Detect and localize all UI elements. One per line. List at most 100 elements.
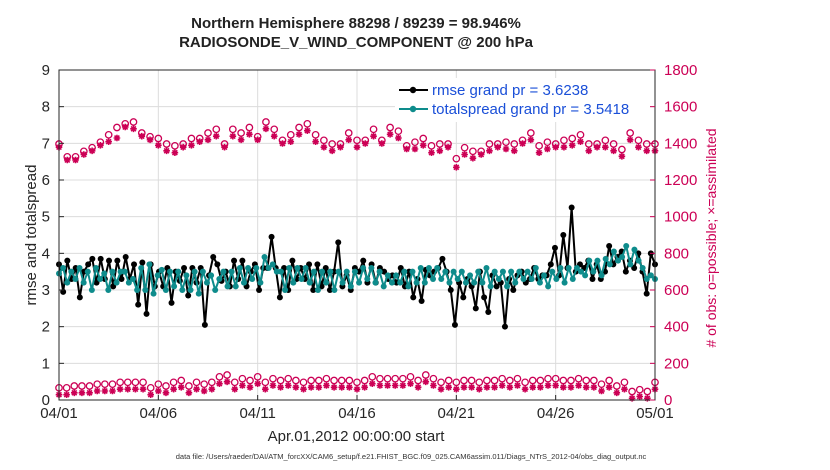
totalspread-point	[639, 265, 646, 271]
totalspread-point	[553, 276, 560, 282]
x-tick-label: 04/11	[239, 405, 275, 422]
obs-lower-assimilated-point	[582, 384, 590, 391]
obs-upper-possible-point	[560, 136, 568, 145]
obs-upper-assimilated-point	[337, 143, 344, 151]
obs-lower-possible-point	[635, 385, 644, 394]
obs-count-series	[55, 118, 659, 402]
obs-lower-assimilated-point	[422, 378, 430, 386]
obs-upper-possible-point	[154, 134, 163, 143]
totalspread-point	[249, 276, 256, 282]
rmse-point	[89, 255, 96, 262]
totalspread-point	[520, 276, 527, 282]
obs-upper-assimilated-point	[63, 156, 71, 164]
obs-lower-possible-point	[322, 374, 331, 383]
obs-upper-assimilated-point	[88, 147, 96, 155]
obs-upper-assimilated-point	[312, 138, 319, 145]
obs-upper-possible-point	[568, 134, 577, 143]
totalspread-point	[545, 283, 552, 290]
rmse-point	[606, 243, 613, 249]
totalspread-point	[467, 272, 474, 279]
obs-lower-assimilated-point	[86, 389, 93, 397]
obs-upper-assimilated-point	[453, 164, 460, 171]
obs-lower-assimilated-point	[346, 384, 353, 391]
obs-lower-assimilated-point	[598, 387, 605, 395]
obs-upper-assimilated-point	[237, 136, 245, 144]
obs-lower-possible-point	[612, 382, 621, 390]
totalspread-point	[224, 283, 231, 290]
totalspread-point	[286, 265, 293, 271]
obs-upper-possible-point	[344, 129, 353, 137]
totalspread-point	[306, 279, 313, 286]
totalspread-point	[475, 268, 482, 275]
totalspread-point	[97, 276, 104, 282]
obs-upper-assimilated-point	[618, 153, 626, 160]
y-tick-right-label: 1400	[664, 135, 697, 152]
rmse-point	[460, 294, 467, 301]
obs-lower-possible-point	[605, 376, 614, 385]
obs-lower-possible-point	[421, 371, 430, 379]
obs-lower-assimilated-point	[262, 385, 269, 393]
x-axis-label: Apr.01,2012 00:00:00 start	[268, 428, 446, 445]
obs-lower-possible-point	[253, 372, 262, 381]
obs-lower-possible-point	[116, 378, 124, 387]
obs-lower-assimilated-point	[552, 382, 559, 389]
y-tick-left-label: 5	[42, 209, 50, 226]
totalspread-point	[277, 268, 284, 275]
obs-upper-possible-point	[543, 138, 552, 147]
totalspread-point	[158, 266, 165, 273]
obs-lower-assimilated-point	[269, 382, 277, 389]
totalspread-point	[228, 268, 235, 275]
obs-lower-assimilated-point	[414, 384, 422, 391]
legend-rmse-label: rmse grand pr = 3.6238	[432, 82, 588, 99]
totalspread-point	[339, 279, 346, 286]
rmse-point	[135, 301, 142, 308]
obs-lower-possible-point	[292, 376, 300, 385]
obs-lower-assimilated-point	[437, 385, 445, 393]
obs-lower-assimilated-point	[590, 384, 598, 391]
obs-upper-assimilated-point	[411, 145, 419, 153]
obs-lower-possible-point	[406, 372, 415, 381]
totalspread-point	[569, 276, 576, 282]
rmse-point	[451, 321, 458, 328]
obs-lower-assimilated-point	[445, 384, 452, 391]
rmse-point	[510, 287, 517, 293]
obs-lower-assimilated-point	[338, 384, 346, 391]
obs-lower-assimilated-point	[239, 382, 246, 389]
totalspread-point	[310, 268, 317, 275]
obs-lower-assimilated-point	[162, 389, 170, 397]
totalspread-point	[154, 272, 161, 279]
totalspread-point	[384, 272, 391, 279]
obs-upper-assimilated-point	[403, 145, 410, 153]
obs-lower-assimilated-point	[307, 384, 315, 391]
obs-lower-assimilated-point	[284, 382, 292, 389]
totalspread-point	[393, 272, 400, 279]
totalspread-point	[360, 265, 367, 271]
totalspread-point	[261, 254, 268, 260]
obs-lower-assimilated-point	[139, 385, 147, 393]
rmse-point	[210, 254, 217, 260]
obs-upper-possible-point	[502, 138, 510, 147]
totalspread-point	[508, 268, 515, 275]
obs-lower-possible-point	[62, 383, 71, 392]
obs-upper-possible-point	[634, 136, 643, 145]
obs-lower-possible-point	[269, 374, 277, 383]
obs-lower-assimilated-point	[216, 380, 223, 387]
obs-lower-assimilated-point	[498, 382, 506, 389]
obs-lower-possible-point	[551, 374, 560, 383]
obs-lower-possible-point	[200, 380, 209, 389]
rmse-point	[76, 294, 83, 301]
obs-upper-assimilated-point	[469, 154, 477, 162]
obs-lower-possible-point	[383, 374, 392, 383]
obs-lower-possible-point	[230, 378, 239, 387]
totalspread-point	[536, 279, 543, 286]
totalspread-point	[442, 268, 449, 275]
obs-upper-assimilated-point	[461, 151, 468, 158]
totalspread-point	[504, 283, 511, 290]
obs-lower-possible-point	[337, 376, 346, 385]
y-tick-left-label: 2	[42, 319, 50, 336]
totalspread-point	[380, 283, 387, 290]
obs-lower-assimilated-point	[575, 382, 582, 389]
obs-lower-assimilated-point	[231, 385, 239, 393]
obs-upper-assimilated-point	[436, 147, 444, 155]
obs-upper-possible-point	[245, 123, 254, 132]
